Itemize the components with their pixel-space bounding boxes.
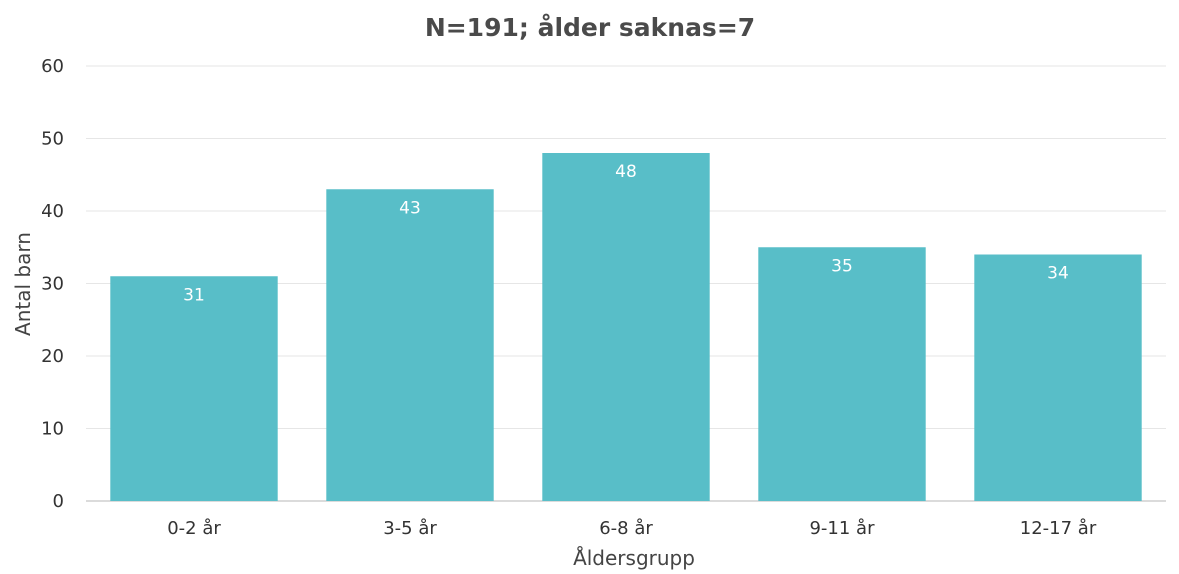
bar-value-label: 31: [183, 285, 205, 305]
x-tick-label: 9-11 år: [809, 518, 875, 539]
bar-value-label: 35: [831, 256, 853, 276]
y-tick-label: 10: [41, 419, 64, 440]
y-axis-label: Antal barn: [11, 232, 35, 336]
bar-value-label: 43: [399, 198, 421, 218]
bar: [542, 153, 710, 501]
x-axis-label: Åldersgrupp: [573, 546, 695, 570]
bars: 31 43 48 35 34: [110, 153, 1142, 501]
y-tick-label: 20: [41, 346, 64, 367]
bar-value-label: 48: [615, 162, 637, 182]
y-tick-label: 0: [53, 491, 64, 512]
y-axis-ticks: 0 10 20 30 40 50 60: [41, 56, 64, 512]
y-tick-label: 60: [41, 56, 64, 77]
x-tick-label: 12-17 år: [1020, 518, 1097, 539]
bar: [110, 276, 278, 501]
bar: [974, 254, 1142, 501]
y-tick-label: 50: [41, 129, 64, 150]
y-tick-label: 40: [41, 201, 64, 222]
y-tick-label: 30: [41, 274, 64, 295]
x-axis-ticks: 0-2 år 3-5 år 6-8 år 9-11 år 12-17 år: [167, 518, 1097, 539]
x-tick-label: 0-2 år: [167, 518, 221, 539]
x-tick-label: 3-5 år: [383, 518, 437, 539]
x-tick-label: 6-8 år: [599, 518, 653, 539]
bar-value-label: 34: [1047, 264, 1069, 284]
bar: [758, 247, 926, 501]
bar: [326, 189, 494, 501]
chart-title: N=191; ålder saknas=7: [425, 13, 755, 42]
